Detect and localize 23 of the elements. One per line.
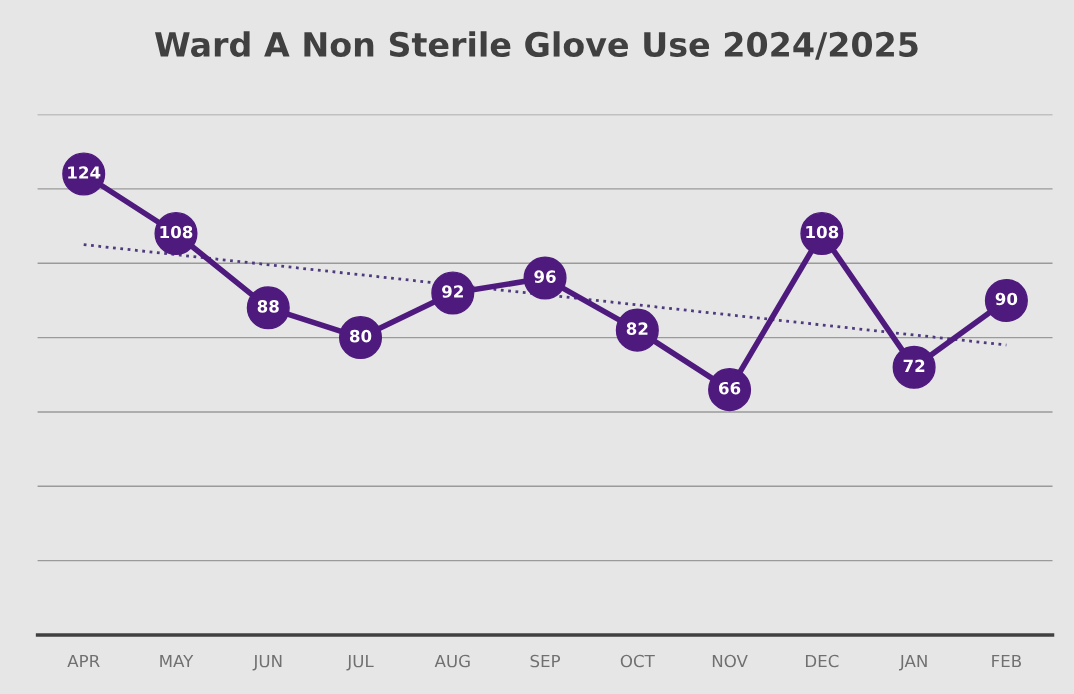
x-tick-label: JUN: [252, 654, 282, 671]
data-label: 82: [626, 322, 648, 335]
x-tick-label: OCT: [620, 654, 655, 668]
x-tick-label: SEP: [530, 654, 561, 668]
data-label: 108: [806, 225, 839, 239]
x-tick-label: APR: [67, 654, 100, 668]
x-tick-label: AUG: [434, 654, 470, 668]
data-label: 124: [68, 166, 101, 179]
data-label: 96: [534, 270, 556, 283]
x-tick-label: DEC: [805, 654, 839, 668]
data-label: 90: [995, 292, 1018, 306]
data-label: 108: [160, 225, 193, 239]
x-tick-label: NOV: [712, 654, 748, 668]
data-label: 72: [903, 359, 925, 372]
data-label: 92: [442, 285, 463, 298]
x-tick-label: FEB: [992, 654, 1021, 668]
x-tick-label: JUL: [346, 654, 374, 671]
x-tick-label: JAN: [899, 654, 927, 671]
x-tick-label: MAY: [160, 654, 194, 668]
data-label: 88: [257, 300, 279, 313]
data-label: 66: [719, 381, 741, 395]
chart-title: Ward A Non Sterile Glove Use 2024/2025: [154, 31, 918, 60]
data-label: 80: [349, 329, 372, 343]
